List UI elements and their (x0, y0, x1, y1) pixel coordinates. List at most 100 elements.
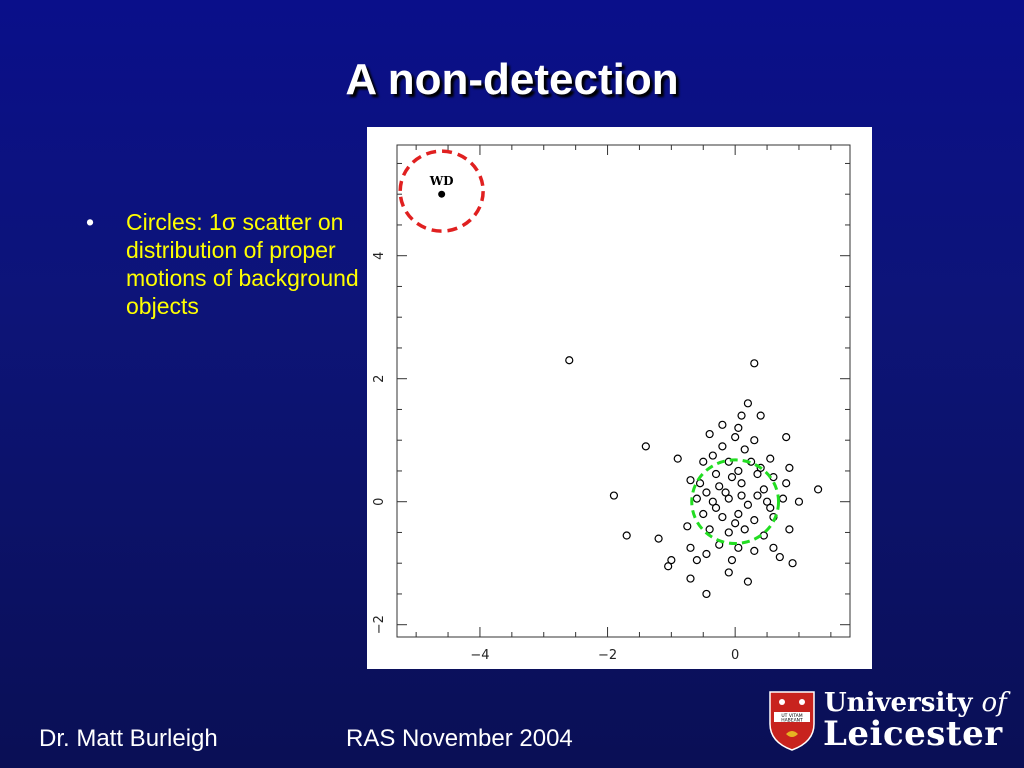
x-tick-label: 0 (731, 648, 739, 663)
background-scatter-circle (690, 458, 781, 546)
data-point (743, 577, 753, 586)
data-point (692, 556, 701, 565)
sigma-symbol: σ (221, 209, 237, 235)
data-point (699, 457, 708, 466)
data-point (686, 574, 695, 583)
data-point (718, 442, 727, 451)
data-point (702, 549, 711, 559)
data-point (708, 451, 717, 460)
data-point (702, 488, 711, 497)
data-point (734, 423, 743, 432)
university-logo: UT VITAM HABEANT University of Leicester (768, 688, 1013, 754)
plot-frame (396, 144, 851, 638)
data-point (769, 543, 778, 552)
data-point (766, 503, 775, 512)
data-point (718, 420, 727, 429)
data-point (756, 463, 765, 472)
data-point (743, 399, 753, 408)
data-point (740, 525, 749, 534)
data-point (565, 356, 574, 365)
data-point (715, 482, 724, 491)
data-point (664, 562, 673, 571)
data-point (727, 473, 737, 482)
data-point (727, 556, 737, 565)
footer-author: Dr. Matt Burleigh (39, 725, 218, 752)
data-point (794, 497, 804, 506)
x-tick-label: −4 (470, 648, 489, 663)
data-point (737, 479, 746, 488)
data-point (724, 528, 733, 537)
data-point (785, 525, 794, 534)
data-point (622, 531, 631, 540)
data-point (750, 546, 759, 555)
data-point (711, 503, 721, 512)
data-point (731, 433, 740, 442)
bullet-rest: scatter on distribution of proper motion… (126, 209, 359, 319)
svg-text:UT VITAM: UT VITAM (781, 713, 802, 719)
data-point (705, 525, 714, 534)
data-point (724, 457, 733, 466)
data-point (813, 485, 823, 494)
data-point (785, 463, 794, 472)
data-point (667, 556, 676, 565)
logo-leicester: Leicester (823, 714, 1003, 754)
data-point (699, 509, 708, 519)
data-point (778, 494, 788, 503)
y-tick-label: 0 (372, 498, 387, 506)
data-point (737, 411, 746, 420)
data-point (740, 445, 749, 454)
data-point (734, 466, 743, 476)
shield-icon: UT VITAM HABEANT (769, 691, 815, 751)
y-tick-label: 4 (372, 252, 387, 260)
data-point (762, 497, 772, 506)
data-point (756, 411, 765, 420)
data-point (718, 512, 727, 522)
proper-motion-plot: −4 −2 0 −2 0 2 4 WD (367, 127, 872, 669)
data-point (609, 491, 619, 500)
data-point (753, 491, 762, 500)
data-point (750, 516, 759, 525)
data-point (724, 568, 733, 577)
data-point (734, 543, 743, 552)
data-point (737, 491, 746, 500)
data-point (775, 552, 784, 562)
data-point (743, 500, 753, 509)
data-point (673, 454, 682, 463)
data-point (705, 429, 714, 439)
y-tick-label: −2 (372, 615, 387, 634)
data-point (759, 485, 768, 494)
wd-scatter-circle (398, 149, 485, 233)
data-point (750, 436, 759, 445)
wd-label: WD (429, 174, 454, 188)
data-point (683, 522, 692, 531)
footer-event: RAS November 2004 (346, 725, 573, 752)
wd-point (438, 190, 446, 198)
x-tick-label: −2 (598, 648, 617, 663)
slide-title: A non-detection (345, 55, 679, 104)
bullet-list: • Circles: 1σ scatter on distribution of… (86, 208, 366, 320)
data-point (686, 476, 695, 485)
data-point (753, 469, 762, 479)
data-point (724, 494, 733, 503)
bullet-dot: • (86, 209, 95, 235)
data-point (721, 488, 730, 497)
data-point (788, 559, 797, 568)
data-point (702, 589, 711, 599)
svg-text:HABEANT: HABEANT (781, 718, 803, 724)
data-point (641, 442, 650, 451)
scatter-plot: −4 −2 0 −2 0 2 4 WD (372, 144, 851, 663)
data-point (734, 509, 743, 519)
data-point (731, 519, 740, 528)
data-point (708, 497, 717, 506)
data-point (695, 479, 705, 488)
data-point (654, 534, 663, 543)
data-point (782, 479, 791, 488)
bullet-item: • Circles: 1σ scatter on distribution of… (86, 208, 366, 320)
data-point (766, 454, 775, 463)
y-tick-label: 2 (372, 375, 387, 383)
data-point (711, 469, 721, 479)
data-point (782, 433, 791, 442)
data-point (692, 494, 701, 503)
bullet-prefix: Circles: 1 (126, 209, 222, 235)
logo-university: University of (824, 688, 1007, 718)
